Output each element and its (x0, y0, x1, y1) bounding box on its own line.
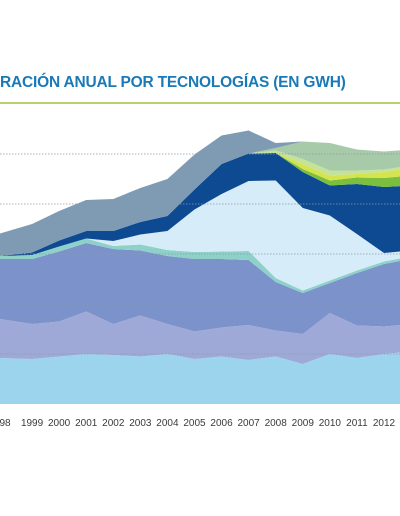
series-area-11 (0, 130, 400, 256)
x-tick-label: 1999 (21, 418, 44, 429)
x-tick-label: 2006 (210, 418, 233, 429)
x-tick-label: 2000 (48, 418, 71, 429)
x-tick-label: 98 (0, 418, 11, 429)
series-area-5 (0, 180, 400, 291)
x-tick-label: 2004 (156, 418, 179, 429)
series-area-3 (0, 243, 400, 334)
x-tick-label: 2012 (373, 418, 396, 429)
x-tick-label: 2011 (346, 418, 368, 429)
x-tick-label: 2003 (129, 418, 152, 429)
series-area-6 (0, 153, 400, 256)
x-tick-label: 2010 (319, 418, 342, 429)
chart-title: RACIÓN ANUAL POR TECNOLOGÍAS (EN GWH) (0, 74, 346, 91)
x-tick-label: 2008 (265, 418, 288, 429)
x-tick-label: 2007 (238, 418, 261, 429)
x-tick-label: 2001 (75, 418, 98, 429)
title-rule (0, 102, 400, 104)
series-area-1 (0, 352, 400, 404)
series-area-10 (0, 141, 400, 256)
x-tick-label: 2002 (102, 418, 125, 429)
x-tick-label: 2009 (292, 418, 315, 429)
x-tick-label: 2005 (183, 418, 206, 429)
series-area-2 (0, 311, 400, 364)
